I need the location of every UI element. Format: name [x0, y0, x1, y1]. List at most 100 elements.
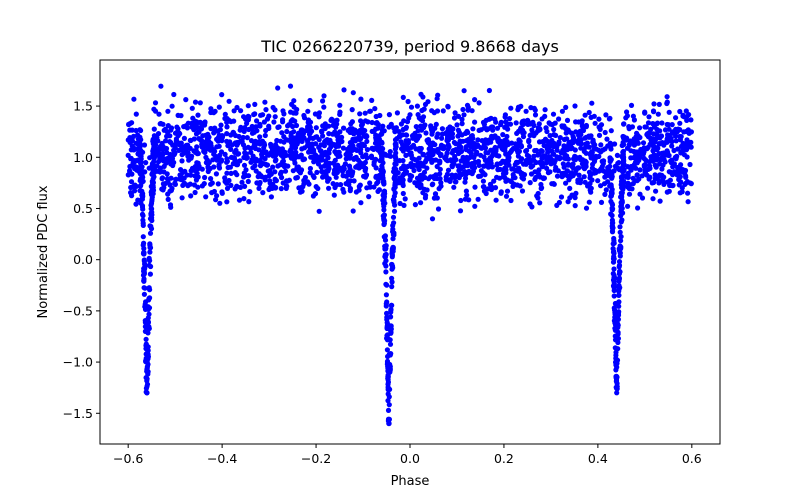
data-point — [677, 133, 683, 140]
data-point — [405, 98, 411, 105]
data-point — [358, 96, 364, 102]
data-point — [367, 108, 373, 114]
data-point — [635, 205, 641, 211]
data-point — [419, 107, 425, 114]
data-point — [388, 121, 394, 127]
data-point — [141, 285, 147, 291]
data-point — [619, 190, 625, 196]
data-point — [231, 155, 237, 161]
data-point — [384, 335, 391, 341]
x-axis: −0.6 −0.4 −0.2 0.0 0.2 0.4 0.6 — [113, 444, 702, 466]
data-point — [133, 127, 139, 134]
data-point — [608, 211, 614, 217]
data-point — [608, 146, 614, 152]
data-point — [150, 166, 156, 172]
data-point — [141, 240, 147, 246]
data-point — [340, 165, 346, 172]
data-point — [658, 157, 664, 163]
data-point — [463, 172, 469, 178]
data-point — [609, 217, 616, 223]
data-point — [410, 156, 416, 162]
data-point — [390, 236, 396, 242]
data-point — [558, 194, 565, 200]
data-point — [224, 138, 230, 144]
data-point — [140, 191, 146, 197]
data-point — [141, 271, 147, 277]
data-point — [166, 155, 172, 161]
data-point — [156, 111, 162, 117]
data-point — [653, 136, 659, 142]
data-point — [519, 188, 526, 194]
scatter-points — [125, 83, 695, 427]
data-point — [451, 115, 458, 121]
data-point — [588, 189, 594, 195]
data-point — [150, 152, 156, 158]
data-point — [435, 92, 441, 98]
data-point — [322, 121, 328, 127]
data-point — [582, 112, 588, 118]
data-point — [157, 169, 163, 175]
data-point — [209, 180, 215, 186]
data-point — [670, 182, 676, 188]
data-point — [673, 115, 679, 121]
data-point — [457, 171, 463, 177]
data-point — [560, 161, 566, 167]
y-tick-label: 1.5 — [73, 99, 93, 114]
data-point — [138, 164, 144, 170]
data-point — [234, 172, 240, 178]
data-point — [616, 278, 622, 284]
data-point — [385, 321, 391, 327]
data-point — [195, 112, 201, 118]
data-point — [673, 133, 679, 139]
data-point — [565, 199, 571, 205]
data-point — [171, 147, 177, 153]
data-point — [386, 402, 392, 408]
data-point — [566, 177, 572, 183]
data-point — [582, 179, 588, 185]
data-point — [291, 129, 297, 135]
data-point — [583, 150, 589, 156]
data-point — [475, 137, 481, 143]
data-point — [137, 127, 143, 133]
data-point — [677, 174, 683, 180]
data-point — [495, 167, 501, 173]
data-point — [362, 118, 369, 124]
data-point — [404, 142, 410, 148]
data-point — [679, 185, 685, 191]
data-point — [656, 180, 662, 186]
data-point — [591, 113, 597, 119]
data-point — [340, 186, 346, 192]
data-point — [202, 174, 208, 181]
data-point — [569, 192, 575, 198]
data-point — [557, 135, 563, 141]
data-point — [147, 242, 153, 248]
data-point — [369, 119, 375, 126]
data-point — [398, 139, 404, 145]
data-point — [397, 158, 403, 164]
data-point — [299, 138, 305, 144]
data-point — [471, 154, 477, 160]
data-point — [412, 202, 418, 208]
data-point — [332, 157, 338, 163]
data-point — [143, 389, 149, 395]
data-point — [491, 178, 497, 184]
data-point — [306, 123, 313, 129]
data-point — [608, 128, 614, 134]
data-point — [170, 162, 176, 169]
data-point — [263, 107, 269, 113]
data-point — [531, 153, 537, 159]
data-point — [455, 127, 461, 133]
data-point — [289, 101, 295, 107]
data-point — [438, 180, 444, 186]
data-point — [380, 169, 386, 175]
data-point — [581, 174, 587, 180]
y-axis: −1.5 −1.0 −0.5 0.0 0.5 1.0 1.5 — [63, 99, 100, 421]
data-point — [599, 166, 605, 172]
data-point — [652, 162, 658, 168]
data-point — [155, 131, 162, 137]
data-point — [472, 159, 478, 165]
data-point — [353, 155, 359, 161]
data-point — [390, 214, 397, 220]
data-point — [203, 160, 209, 166]
data-point — [609, 207, 615, 213]
